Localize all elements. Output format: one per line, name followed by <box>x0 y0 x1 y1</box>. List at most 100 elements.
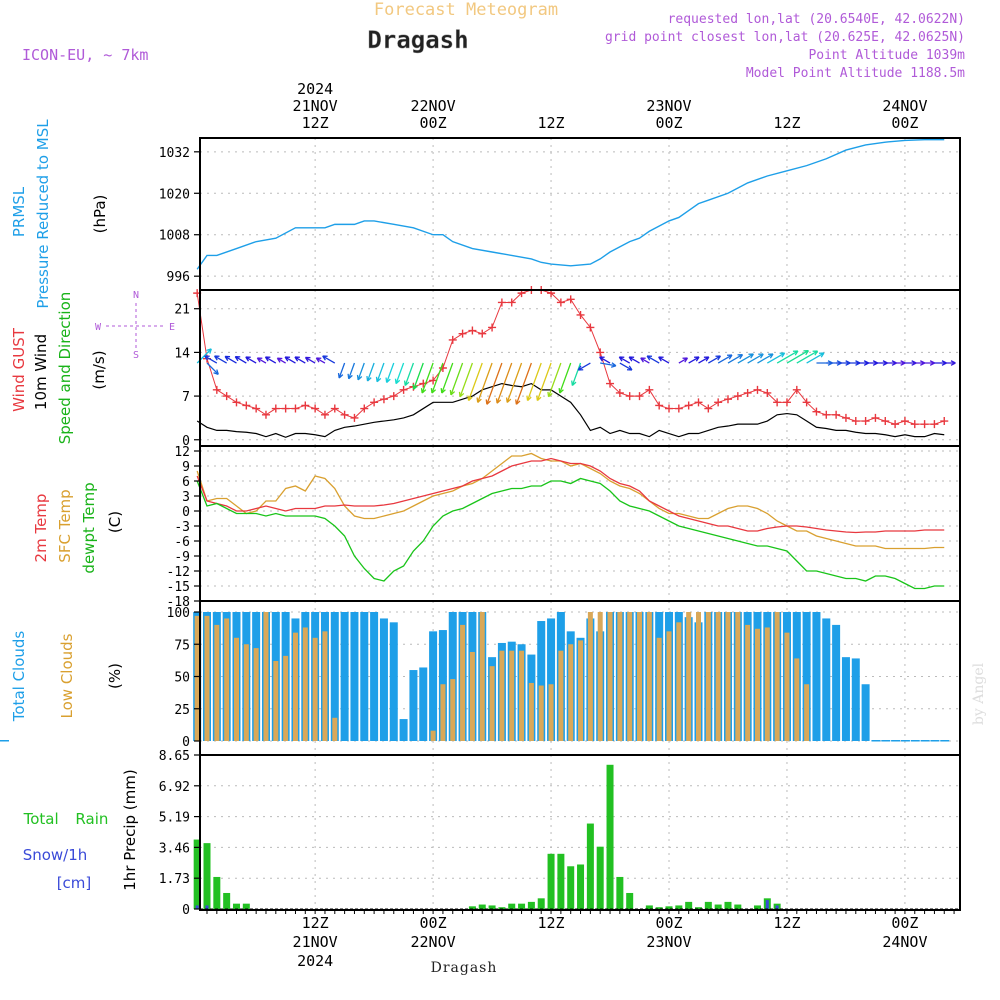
total-cloud-bar <box>389 622 398 741</box>
rain-bar <box>645 905 653 909</box>
low-cloud-bar <box>627 612 633 741</box>
wind-arrow <box>204 355 218 364</box>
wind-arrow <box>571 362 582 387</box>
rain-bar <box>695 907 702 909</box>
bottom-time-label: 23NOV <box>646 933 691 951</box>
low-cloud-bar <box>243 644 249 741</box>
gust-point <box>350 413 359 422</box>
panel-frame-precip <box>199 754 961 911</box>
y-tick-label: 5.19 <box>159 811 190 826</box>
sfc-label: SFC Temp <box>56 489 74 562</box>
bottom-time-label: 12Z <box>773 914 800 932</box>
rain-bar <box>685 901 693 909</box>
low-cloud-bar <box>538 685 544 741</box>
low-cloud-bar <box>548 684 554 741</box>
gust-point <box>271 404 280 413</box>
total-cloud-bar <box>547 618 556 741</box>
gust-point <box>252 404 261 413</box>
wind-arrow <box>476 362 493 403</box>
bottom-time-label: 2024 <box>297 952 333 970</box>
dewpt-label: dewpt Temp <box>80 482 98 573</box>
wind-arrow <box>698 356 710 364</box>
gust-point <box>645 385 654 394</box>
low-cloud-bar <box>292 632 298 741</box>
wind-arrow <box>213 355 227 364</box>
gust-point <box>665 404 674 413</box>
wind-arrow <box>536 362 552 402</box>
gust-series <box>193 286 949 429</box>
wind-arrows <box>196 348 956 405</box>
y-tick-label: 1020 <box>159 187 190 202</box>
gust-point <box>704 404 713 413</box>
gust-point <box>301 401 310 410</box>
y-tick-label: -9 <box>174 550 190 565</box>
total-cloud-bar <box>409 670 418 741</box>
wind-arrow <box>515 362 533 405</box>
y-tick-label: 25 <box>174 703 190 718</box>
wind-arrow <box>347 362 356 380</box>
gust-point <box>379 395 388 404</box>
top-time-label: 21NOV <box>293 97 338 115</box>
low-cloud-bar <box>568 644 574 741</box>
rain-bar <box>675 905 683 909</box>
panel-grid-temp <box>200 446 960 601</box>
gust-point <box>881 417 890 426</box>
requested-coords: requested lon,lat (20.6540E, 42.0622N) <box>668 12 965 27</box>
rain-bar <box>586 823 594 909</box>
gust-point <box>684 401 693 410</box>
wind-arrow <box>206 362 219 375</box>
wind-arrow <box>264 356 277 364</box>
total-rain-label: Total Rain <box>23 810 109 828</box>
y-tick-label: 8.65 <box>159 749 190 764</box>
bottom-time-label: 24NOV <box>882 933 927 951</box>
y-tick-label: 21 <box>174 303 190 318</box>
point-altitude: Point Altitude 1039m <box>808 48 965 63</box>
rain-bar <box>704 901 712 909</box>
gust-point <box>655 401 664 410</box>
low-cloud-bar <box>479 612 485 741</box>
rain-bar <box>753 905 761 909</box>
total-cloud-bar <box>871 740 881 742</box>
y-tick-label: 14 <box>174 346 190 361</box>
panel-frame-prmsl <box>199 137 961 291</box>
low-cloud-bar <box>253 648 259 741</box>
rain-bar <box>577 864 585 909</box>
low-cloud-bar <box>784 632 790 741</box>
gust-point <box>920 420 929 429</box>
panel-frame-temp <box>199 445 961 602</box>
gust-point <box>261 410 270 419</box>
wind-arrow <box>304 356 316 364</box>
total-cloud-bar <box>851 658 860 741</box>
gust-label: Wind GUST <box>10 327 28 412</box>
total-cloud-bar <box>900 740 910 742</box>
cloud-bars <box>0 612 950 742</box>
low-cloud-bar <box>735 612 741 741</box>
y-tick-label: -15 <box>167 580 190 595</box>
low-cloud-bar <box>194 615 200 741</box>
total-cloud-bar <box>379 618 388 741</box>
wind-arrow <box>224 355 237 364</box>
low-cloud-bar <box>656 637 662 741</box>
low-cloud-bar <box>509 650 515 741</box>
low-cloud-bar <box>332 717 338 741</box>
wind-arrow <box>737 353 754 364</box>
grid-coords: grid point closest lon,lat (20.625E, 42.… <box>605 30 965 45</box>
low-cloud-bar <box>460 624 466 741</box>
total-cloud-bar <box>399 719 408 741</box>
low-cloud-bar <box>322 631 328 741</box>
bottom-time-label: 00Z <box>891 914 918 932</box>
y-tick-label: -3 <box>174 520 190 535</box>
rain-bar <box>547 853 555 909</box>
top-time-label: 00Z <box>420 114 447 132</box>
gust-point <box>891 420 900 429</box>
total-cloud-bar <box>812 612 821 741</box>
low-cloud-bar <box>528 682 534 741</box>
rain-bar <box>242 903 250 909</box>
wind-arrow <box>600 362 617 368</box>
wind-arrow <box>914 360 926 366</box>
gust-point <box>448 335 457 344</box>
low-cloud-bar <box>646 612 652 741</box>
total-cloud-bar <box>920 740 930 742</box>
wind-arrow <box>796 350 819 364</box>
